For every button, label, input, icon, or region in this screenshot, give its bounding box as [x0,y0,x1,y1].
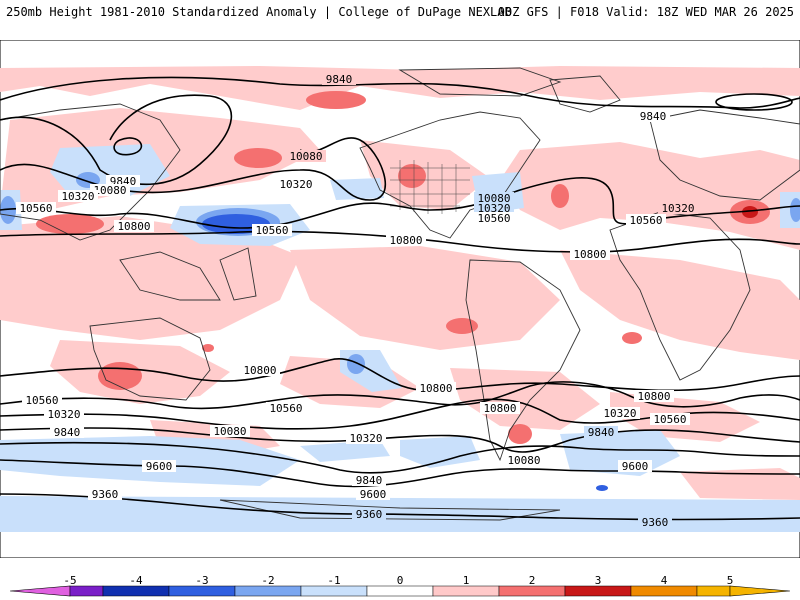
contour-label: 10080 [213,425,246,438]
contour-label: 10080 [93,184,126,197]
colorbar-tick-label: 0 [396,574,404,587]
colorbar-segment [366,585,434,597]
colorbar-segment [234,585,302,597]
contour-label: 9840 [356,474,383,487]
colorbar-high-arrow [729,585,791,597]
contour-label: 10080 [477,192,510,205]
colorbar-segment [696,585,731,597]
contour-label: 10560 [653,413,686,426]
contour-label: 10800 [243,364,276,377]
colorbar-tick-label: -4 [129,574,143,587]
contour-label: 9360 [92,488,119,501]
contour-label: 9840 [588,426,615,439]
colorbar-tick-label: -1 [327,574,341,587]
contour-label: 10560 [477,212,510,225]
colorbar-segment [498,585,566,597]
colorbar-tick-label: 2 [528,574,536,587]
colorbar-segment [168,585,236,597]
contour-label: 10800 [389,234,422,247]
strong-positive-anomaly [36,91,770,444]
map-title: 250mb Height 1981-2010 Standardized Anom… [6,5,512,19]
contour-label: 10800 [117,220,150,233]
header: 250mb Height 1981-2010 Standardized Anom… [0,0,800,24]
contour-label: 10320 [477,202,510,215]
contour-label: 10560 [629,214,662,227]
contour-label: 9840 [54,426,81,439]
contour-label: 10800 [483,402,516,415]
contour-labels: 9840 9840 9840 10080 10320 10560 10800 1… [16,73,698,529]
colorbar-segment [102,585,170,597]
colorbar-tick-label: -2 [261,574,275,587]
map-panel: 9840 9840 9840 10080 10320 10560 10800 1… [0,40,800,558]
colorbar-tick-label: 1 [462,574,470,587]
contour-label: 10800 [573,248,606,261]
colorbar-low-arrow [9,585,71,597]
contour-label: 10320 [349,432,382,445]
colorbar-tick-label: -3 [195,574,209,587]
contour-label: 9360 [642,516,669,529]
contour-label: 10080 [507,454,540,467]
contour-label: 10560 [255,224,288,237]
colorbar-segment [300,585,368,597]
very-strong-positive-anomaly [742,206,758,218]
colorbar-segment [630,585,698,597]
colorbar-tick-label: 4 [660,574,668,587]
colorbar-strip [9,585,791,597]
contour-label: 10560 [269,402,302,415]
contour-label: 10320 [279,178,312,191]
contour-label: 10320 [47,408,80,421]
colorbar-tick-label: 3 [594,574,602,587]
colorbar-segment [432,585,500,597]
run-info: 00Z GFS | F018 Valid: 18Z WED MAR 26 202… [497,5,794,19]
state-borders [390,160,470,214]
contour-label: 10800 [637,390,670,403]
contour-label: 9600 [622,460,649,473]
colorbar-segment [69,585,104,597]
contour-label: 9360 [356,508,383,521]
contour-label: 9600 [360,488,387,501]
contour-label: 10080 [289,150,322,163]
colorbar-tick-label: -5 [63,574,77,587]
contour-label: 10320 [603,407,636,420]
colorbar-tick-label: 5 [726,574,734,587]
contour-label: 9600 [146,460,173,473]
anomaly-map: 9840 9840 9840 10080 10320 10560 10800 1… [0,40,800,558]
contour-label: 9840 [326,73,353,86]
contour-label: 10800 [419,382,452,395]
colorbar-segment [564,585,632,597]
contour-label: 10560 [25,394,58,407]
contour-label: 9840 [640,110,667,123]
contour-label: 10320 [61,190,94,203]
contour-label: 10560 [19,202,52,215]
contour-label: 10320 [661,202,694,215]
colorbar: -5 -4 -3 -2 -1 0 1 2 3 4 5 [0,570,800,600]
